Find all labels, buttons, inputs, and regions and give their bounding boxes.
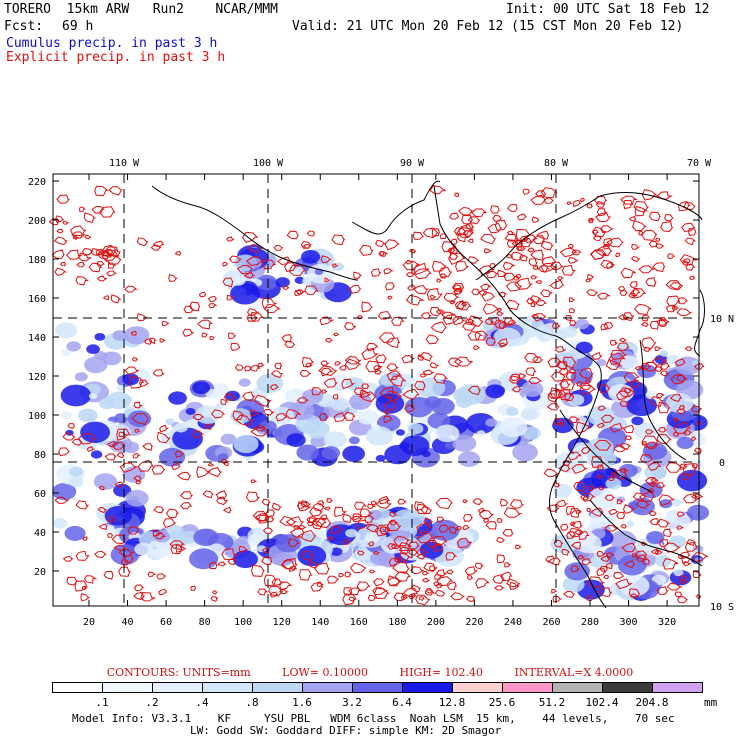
x-tick-label: 320 (658, 617, 676, 628)
colorbar-label: 1.6 (292, 696, 312, 709)
x-tick-label: 100 (234, 617, 252, 628)
init-time: Init: 00 UTC Sat 18 Feb 12 (506, 2, 710, 17)
colorbar-label: 102.4 (585, 696, 619, 709)
model-id: TORERO 15km ARW Run2 NCAR/MMM (4, 2, 278, 17)
map-frame (52, 173, 700, 607)
x-tick-label: 120 (273, 617, 291, 628)
colorbar-label: 6.4 (392, 696, 412, 709)
x-tick-label: 40 (122, 617, 134, 628)
coastlines (151, 180, 705, 609)
y-tick-label: 160 (28, 294, 46, 305)
cumulus-precip-shading (52, 244, 710, 601)
explicit-precip-contours (48, 185, 710, 606)
precip-map: 110 W 100 W 90 W 80 W 70 W220200180160140120… (28, 158, 734, 628)
x-tick-label: 260 (542, 617, 560, 628)
colorbar-cell (52, 682, 103, 693)
x-tick-label: 140 (311, 617, 329, 628)
y-tick-label: 40 (34, 528, 46, 539)
physics-info: LW: Godd SW: Goddard DIFF: simple KM: 2D… (190, 724, 502, 737)
cumulus-field-title: Cumulus precip. in past 3 h (6, 36, 218, 51)
colorbar-cell (302, 682, 353, 693)
colorbar-label: 25.6 (488, 696, 516, 709)
colorbar-cell (602, 682, 653, 693)
x-tick-label: 220 (465, 617, 483, 628)
colorbar-cell (502, 682, 553, 693)
x-tick-label: 200 (427, 617, 445, 628)
x-tick-label: 240 (504, 617, 522, 628)
y-tick-label: 200 (28, 216, 46, 227)
colorbar-cell (102, 682, 153, 693)
x-tick-label: 60 (160, 617, 172, 628)
lat-label: 0 (719, 458, 725, 469)
colorbar-cell (402, 682, 453, 693)
y-tick-label: 220 (28, 177, 46, 188)
contour-units: CONTOURS: UNITS=mm (106, 666, 251, 679)
contour-high: HIGH= 102.40 (399, 666, 484, 679)
colorbar-label: 51.2 (538, 696, 566, 709)
y-tick-label: 180 (28, 255, 46, 266)
lon-label: 110 W (109, 158, 140, 169)
lat-label: 10 N (710, 314, 734, 325)
lon-label: 70 W (687, 158, 712, 169)
valid-time: Valid: 21 UTC Mon 20 Feb 12 (15 CST Mon … (292, 19, 684, 34)
colorbar-cell (352, 682, 403, 693)
colorbar-cell (252, 682, 303, 693)
colorbar-label: 12.8 (438, 696, 466, 709)
colorbar-label: 204.8 (635, 696, 669, 709)
forecast-hour: 69 h (62, 19, 94, 34)
y-tick-label: 140 (28, 333, 46, 344)
y-tick-label: 80 (34, 450, 46, 461)
lon-label: 90 W (400, 158, 425, 169)
x-tick-label: 160 (350, 617, 368, 628)
forecast-label: Fcst: (4, 19, 44, 34)
contour-interval: INTERVAL=X 4.0000 (514, 666, 634, 679)
colorbar-label: .8 (245, 696, 259, 709)
explicit-field-title: Explicit precip. in past 3 h (6, 50, 226, 65)
x-tick-label: 80 (199, 617, 211, 628)
x-tick-label: 20 (83, 617, 95, 628)
model-info: Model Info: V3.3.1 KF YSU PBL WDM 6class… (72, 712, 675, 725)
colorbar-cell (202, 682, 253, 693)
x-tick-label: 180 (388, 617, 406, 628)
y-tick-label: 120 (28, 372, 46, 383)
x-tick-label: 280 (581, 617, 599, 628)
lon-label: 80 W (544, 158, 569, 169)
x-tick-label: 300 (620, 617, 638, 628)
colorbar-cell (452, 682, 503, 693)
colorbar-label: 3.2 (342, 696, 362, 709)
colorbar-unit: mm (704, 696, 718, 709)
lon-label: 100 W (253, 158, 284, 169)
colorbar-cell (552, 682, 603, 693)
colorbar-label: .1 (95, 696, 109, 709)
lat-label: 10 S (710, 602, 734, 613)
y-tick-label: 60 (34, 489, 46, 500)
colorbar-label: .2 (145, 696, 159, 709)
contour-info: CONTOURS: UNITS=mm LOW= 0.10000 HIGH= 10… (0, 666, 740, 679)
colorbar-cell (152, 682, 203, 693)
colorbar-cell (652, 682, 703, 693)
y-tick-label: 100 (28, 411, 46, 422)
y-tick-label: 20 (34, 567, 46, 578)
contour-low: LOW= 0.10000 (282, 666, 368, 679)
colorbar-label: .4 (195, 696, 209, 709)
